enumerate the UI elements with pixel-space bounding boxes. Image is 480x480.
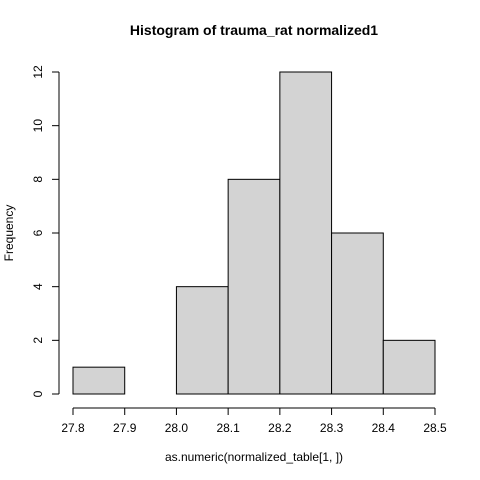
y-tick-label-1: 2	[31, 337, 45, 344]
y-tick-label-5: 10	[31, 119, 45, 133]
histogram-bar-2	[175, 286, 229, 395]
x-tick-label-4: 28.2	[268, 421, 292, 435]
y-tick-label-6: 12	[31, 65, 45, 79]
y-tick-label-4: 8	[31, 176, 45, 183]
x-axis-label: as.numeric(normalized_table[1, ])	[165, 450, 343, 464]
bars-group	[72, 71, 436, 395]
y-tick-label-2: 4	[31, 283, 45, 290]
histogram-bar-4	[279, 71, 333, 395]
x-tick-label-5: 28.3	[320, 421, 344, 435]
x-tick-label-7: 28.5	[423, 421, 447, 435]
chart-title: Histogram of trauma_rat normalized1	[130, 22, 378, 38]
y-tick-label-0: 0	[31, 390, 45, 397]
histogram-bar-0	[72, 366, 126, 395]
x-tick-label-1: 27.9	[113, 421, 137, 435]
x-tick-label-2: 28.0	[165, 421, 189, 435]
x-tick-label-3: 28.1	[216, 421, 240, 435]
x-axis: 27.8 27.9 28.0 28.1 28.2 28.3 28.4 28.5	[61, 407, 447, 435]
histogram-bar-5	[331, 232, 384, 395]
x-tick-label-0: 27.8	[61, 421, 85, 435]
y-axis: 0 2 4 6 8 10 12	[31, 65, 60, 397]
histogram-bar-6	[382, 339, 436, 395]
y-axis-label: Frequency	[2, 205, 16, 262]
histogram-bar-3	[227, 178, 281, 395]
x-tick-label-6: 28.4	[372, 421, 396, 435]
y-tick-label-3: 6	[31, 229, 45, 236]
